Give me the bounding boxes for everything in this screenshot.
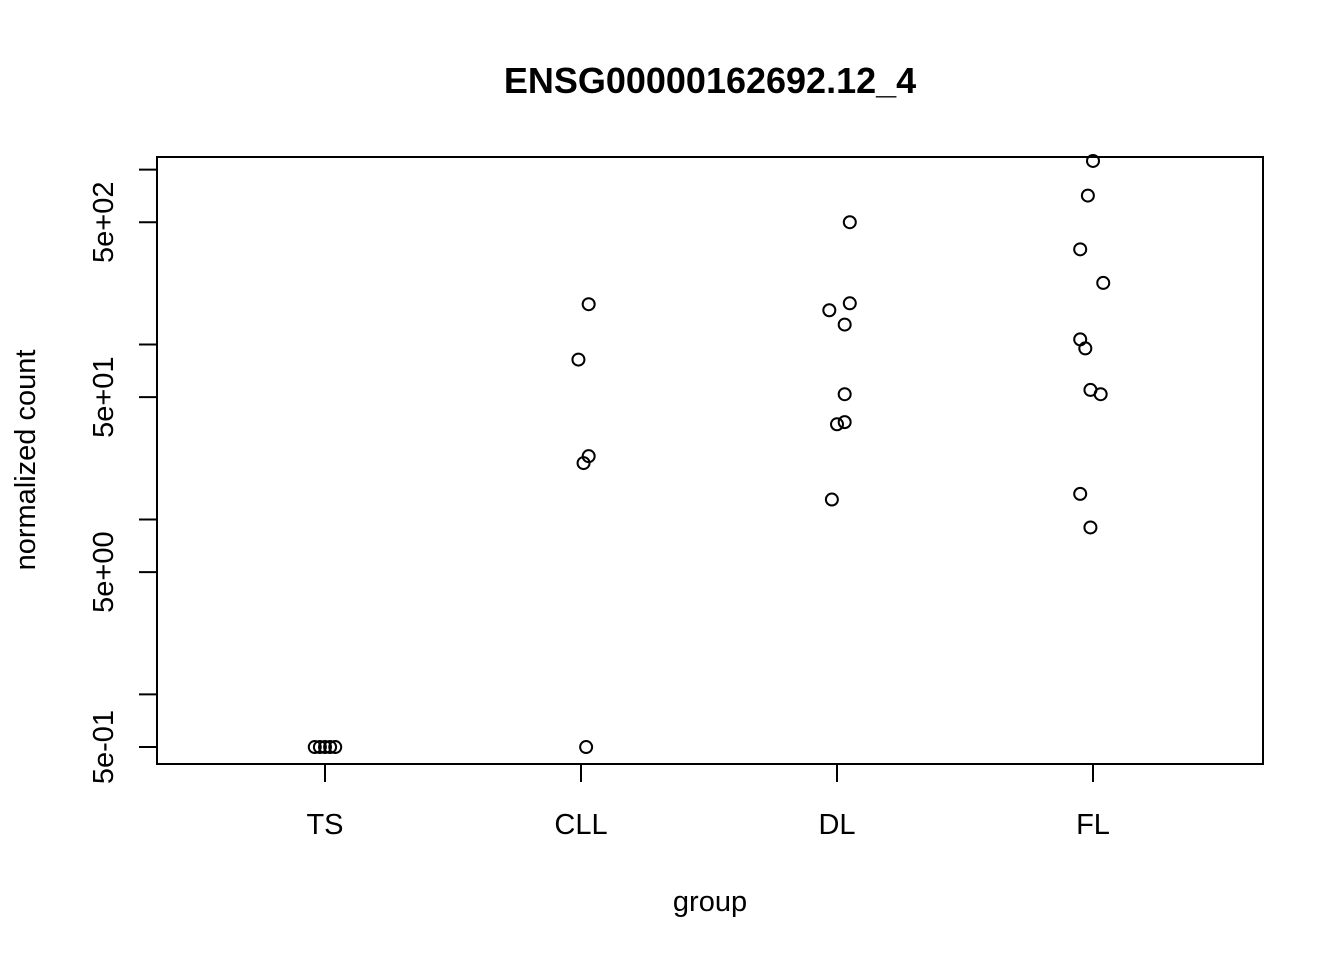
- data-point: [824, 492, 839, 507]
- y-tick-label: 5e+01: [88, 356, 120, 437]
- x-tick-label: TS: [306, 809, 343, 841]
- data-point: [842, 215, 857, 230]
- data-point: [837, 317, 852, 332]
- data-point: [830, 417, 844, 432]
- chart-title: ENSG00000162692.12_4: [504, 60, 916, 101]
- data-point: [1078, 341, 1093, 356]
- data-point: [307, 740, 322, 755]
- data-point: [312, 740, 327, 755]
- y-tick-label: 5e+00: [88, 531, 120, 612]
- plot-frame: [156, 156, 1264, 765]
- x-tick-label: FL: [1076, 809, 1110, 841]
- data-point: [1073, 242, 1088, 257]
- y-tick-label: 5e+02: [88, 182, 120, 263]
- y-axis-label: normalized count: [10, 350, 42, 571]
- data-point: [822, 303, 837, 318]
- data-point: [837, 415, 852, 430]
- data-point: [1083, 382, 1098, 397]
- data-point: [581, 449, 596, 464]
- data-point: [579, 740, 594, 755]
- data-points: [307, 153, 1111, 755]
- x-axis-label: group: [673, 886, 747, 918]
- y-axis: 5e-01 5e+00 5e+01 5e+02: [88, 168, 157, 784]
- data-point: [1073, 486, 1088, 501]
- x-tick-label: DL: [818, 809, 855, 841]
- data-point: [571, 352, 586, 367]
- data-point: [1096, 275, 1111, 290]
- data-point: [842, 296, 857, 311]
- y-tick-label: 5e-01: [88, 710, 120, 784]
- data-point: [1083, 520, 1098, 535]
- data-point: [581, 297, 596, 312]
- data-point: [1086, 153, 1100, 168]
- data-point: [318, 740, 332, 755]
- data-point: [323, 740, 338, 755]
- x-tick-label: CLL: [554, 809, 607, 841]
- data-point: [328, 740, 343, 755]
- data-point: [1073, 332, 1088, 347]
- data-point: [1080, 188, 1095, 203]
- x-axis: TS CLL DL FL: [306, 764, 1110, 841]
- data-point: [837, 387, 852, 402]
